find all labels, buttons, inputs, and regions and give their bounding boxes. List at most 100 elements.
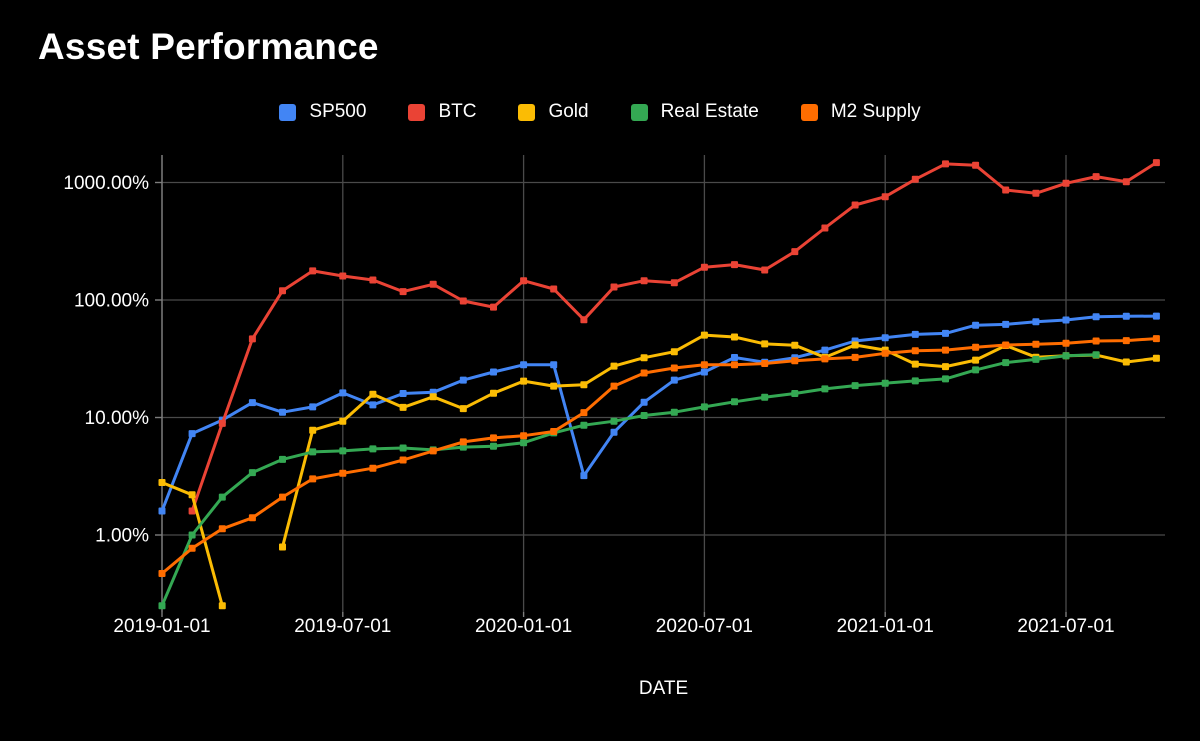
series-real-estate-point — [911, 377, 919, 385]
series-real-estate-point — [670, 408, 678, 416]
series-gold-point — [1122, 358, 1130, 366]
series-sp500-point — [490, 368, 497, 376]
x-tick-label: 2021-07-01 — [1017, 616, 1114, 637]
series-m2-supply-point — [610, 382, 618, 390]
series-sp500-point — [550, 361, 558, 369]
series-btc-point — [761, 266, 769, 274]
series-btc-point — [610, 283, 618, 291]
series-m2-supply-point — [761, 360, 769, 367]
y-tick-label: 1000.00% — [63, 173, 149, 194]
series-real-estate-point — [399, 444, 407, 452]
series-sp500-point — [248, 399, 256, 407]
legend-item-gold: Gold — [518, 101, 589, 123]
series-m2-supply-point — [821, 355, 829, 363]
series-gold-point — [309, 426, 317, 434]
series-m2-supply-point — [339, 469, 347, 477]
series-m2-supply-point — [1092, 337, 1100, 345]
series-sp500-line — [160, 314, 1158, 513]
series-real-estate-point — [580, 421, 588, 429]
series-m2-supply-point — [429, 447, 437, 455]
series-gold-point — [279, 543, 286, 551]
series-real-estate-point — [248, 469, 256, 477]
series-gold-point — [761, 340, 769, 348]
series-btc-point — [791, 248, 799, 256]
series-m2-supply-point — [1062, 339, 1070, 347]
series-real-estate-point — [731, 398, 738, 406]
chart-legend: SP500 BTC Gold Real Estate M2 Supply — [0, 97, 1200, 127]
y-tick-label: 1.00% — [95, 526, 149, 547]
series-m2-supply-point — [188, 544, 196, 552]
series-real-estate-line — [160, 353, 1098, 608]
series-m2-supply-point — [248, 514, 256, 522]
series-btc-point — [640, 277, 648, 285]
series-gold-point — [550, 382, 558, 390]
series-btc-point — [972, 161, 980, 169]
series-btc-point — [911, 175, 919, 183]
x-axis-labels: 2019-01-01 2019-07-01 2020-01-01 2020-07-01… — [113, 616, 1114, 637]
series-m2-supply-point — [791, 357, 799, 365]
series-real-estate-point — [218, 493, 226, 501]
series-m2-supply-point — [399, 456, 407, 464]
series-btc — [188, 159, 1160, 515]
series-real-estate-point — [369, 445, 377, 453]
series-sp500-point — [1062, 316, 1070, 324]
series-m2-supply-point — [550, 428, 558, 435]
series-sp500-point — [911, 330, 919, 338]
series-btc-point — [821, 224, 829, 232]
series-real-estate-point — [851, 382, 859, 390]
legend-swatch-icon — [800, 103, 818, 121]
series-m2-supply-point — [1032, 340, 1040, 348]
series-m2-supply — [158, 335, 1160, 577]
series-btc-point — [459, 297, 467, 305]
x-tick-label: 2020-07-01 — [656, 616, 753, 637]
series-sp500-point — [1092, 313, 1100, 321]
series-m2-supply-point — [580, 409, 588, 417]
series-btc-point — [429, 280, 437, 288]
series-sp500-point — [610, 428, 618, 436]
series-m2-supply-point — [1152, 335, 1160, 343]
series-m2-supply-point — [881, 349, 889, 357]
series-btc-point — [851, 201, 859, 209]
series-m2-supply-point — [851, 353, 859, 361]
series-gold-point — [670, 348, 678, 356]
series-btc-point — [580, 316, 588, 324]
legend-item-real-estate: Real Estate — [630, 101, 759, 123]
legend-item-btc: BTC — [408, 101, 476, 123]
series-btc-point — [490, 303, 497, 311]
series-sp500-point — [942, 329, 949, 337]
series-gold-point — [188, 491, 196, 499]
series-sp500-point — [309, 403, 317, 411]
series-gold-point — [791, 341, 799, 349]
series-real-estate-point — [188, 531, 196, 539]
series-m2-supply-point — [520, 432, 528, 440]
series-sp500-point — [1122, 312, 1130, 320]
series-m2-supply-point — [369, 464, 377, 472]
y-axis-labels: 1.00% 10.00% 100.00% 1000.00% — [63, 173, 149, 547]
series-m2-supply-point — [640, 369, 648, 377]
legend-swatch-icon — [408, 103, 426, 121]
series-sp500-point — [1152, 312, 1160, 320]
series-m2-supply-point — [731, 361, 738, 369]
series-m2-supply-point — [490, 434, 497, 442]
series-btc-point — [1152, 159, 1160, 167]
series-real-estate-point — [1002, 359, 1010, 367]
series-m2-supply-point — [459, 438, 467, 446]
series-sp500-point — [459, 376, 467, 384]
series-real-estate-point — [490, 442, 497, 450]
series-real-estate-point — [339, 447, 347, 455]
series-sp500-point — [520, 361, 528, 369]
x-tick-label: 2019-01-01 — [113, 616, 210, 637]
series-gold-point — [610, 362, 618, 370]
series-real-estate-point — [1092, 351, 1100, 359]
series-gold-point — [911, 360, 919, 368]
series-btc-point — [881, 193, 889, 201]
series-gold-point — [218, 602, 226, 610]
series-btc-point — [520, 277, 528, 285]
series-gold-point — [520, 377, 528, 385]
series-real-estate-point — [158, 602, 166, 610]
series-real-estate-point — [1062, 352, 1070, 360]
series-btc-point — [731, 261, 738, 269]
y-tick-label: 10.00% — [85, 408, 150, 429]
x-tick-label: 2019-07-01 — [294, 616, 391, 637]
